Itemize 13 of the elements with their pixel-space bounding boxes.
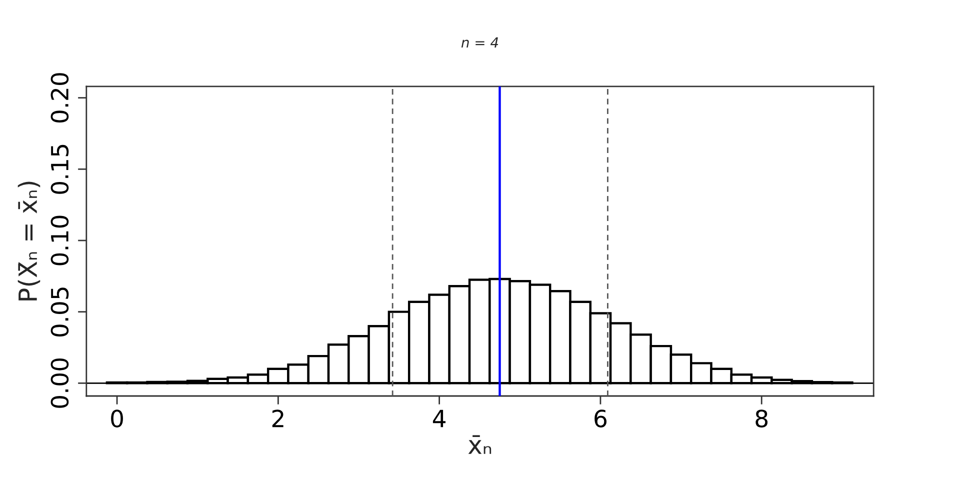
y-tick-label: 0.10 bbox=[50, 216, 69, 266]
x-tick-label: 8 bbox=[756, 410, 768, 428]
x-tick-label: 2 bbox=[272, 410, 284, 428]
y-tick-label: 0.05 bbox=[50, 288, 69, 337]
y-tick-label: 0.20 bbox=[50, 73, 69, 123]
y-tick-label: 0.15 bbox=[50, 144, 69, 194]
x-axis-title: x̄ₙ bbox=[468, 435, 492, 454]
x-tick-label: 0 bbox=[111, 410, 123, 428]
chart-title: n = 4 bbox=[461, 37, 498, 48]
y-axis-title: P(X̄ₙ = x̄ₙ) bbox=[18, 182, 40, 300]
x-tick-label: 6 bbox=[594, 410, 606, 428]
y-tick-label: 0.00 bbox=[50, 358, 69, 408]
x-tick-label: 4 bbox=[432, 410, 446, 428]
